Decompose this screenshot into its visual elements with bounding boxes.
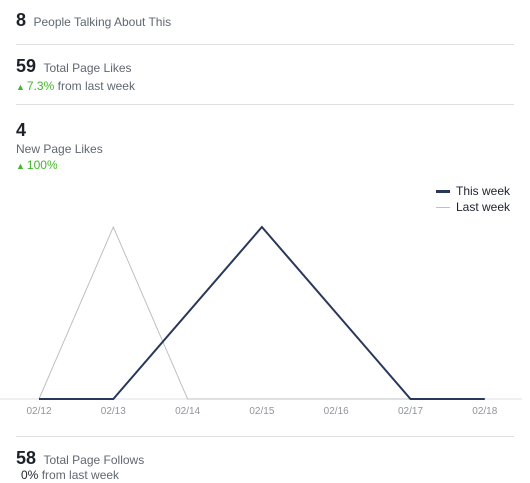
people-talking-stat: 8 People Talking About This xyxy=(16,10,171,31)
divider xyxy=(16,44,514,45)
people-talking-value: 8 xyxy=(16,10,27,30)
new-page-likes-value: 4 xyxy=(16,120,27,140)
legend-this-week: This week xyxy=(436,184,510,198)
total-page-likes-change-value: 7.3% xyxy=(26,79,55,93)
total-page-likes-change: ▲ 7.3% from last week xyxy=(16,79,135,93)
x-tick-label: 02/17 xyxy=(398,406,423,417)
new-page-likes-stat: 4 xyxy=(16,120,26,141)
total-page-follows-value: 58 xyxy=(16,448,37,468)
last-week-swatch xyxy=(436,207,450,209)
total-page-follows-change-suffix: from last week xyxy=(41,468,120,482)
total-page-follows-label: Total Page Follows xyxy=(43,453,145,467)
total-page-follows-stat: 58 Total Page Follows xyxy=(16,448,144,469)
new-page-likes-chart: 02/12 02/13 02/14 02/15 02/16 02/17 02/18 xyxy=(0,225,522,417)
new-page-likes-change-value: 100% xyxy=(26,158,58,172)
x-tick-label: 02/16 xyxy=(324,406,349,417)
up-triangle-icon: ▲ xyxy=(16,82,25,92)
total-page-follows-change: 0% from last week xyxy=(21,468,119,482)
people-talking-label: People Talking About This xyxy=(33,15,172,29)
x-tick-label: 02/15 xyxy=(249,406,274,417)
series-line-this-week xyxy=(39,225,485,400)
x-tick-label: 02/14 xyxy=(175,406,200,417)
total-page-follows-change-value: 0% xyxy=(21,468,39,482)
new-page-likes-label: New Page Likes xyxy=(16,142,103,156)
new-page-likes-change: ▲ 100% xyxy=(16,158,58,172)
up-triangle-icon: ▲ xyxy=(16,161,25,171)
total-page-likes-value: 59 xyxy=(16,56,37,76)
legend-last-week: Last week xyxy=(436,200,510,214)
legend-this-week-label: This week xyxy=(456,184,511,198)
x-tick-label: 02/13 xyxy=(101,406,126,417)
divider xyxy=(16,104,514,105)
x-tick-label: 02/18 xyxy=(472,406,497,417)
x-tick-label: 02/12 xyxy=(26,406,51,417)
divider xyxy=(16,436,514,437)
total-page-likes-stat: 59 Total Page Likes xyxy=(16,56,132,77)
this-week-swatch xyxy=(436,190,450,194)
total-page-likes-label: Total Page Likes xyxy=(43,61,132,75)
series-line-last-week xyxy=(38,225,485,400)
total-page-likes-change-suffix: from last week xyxy=(57,79,135,93)
legend-last-week-label: Last week xyxy=(456,200,511,214)
